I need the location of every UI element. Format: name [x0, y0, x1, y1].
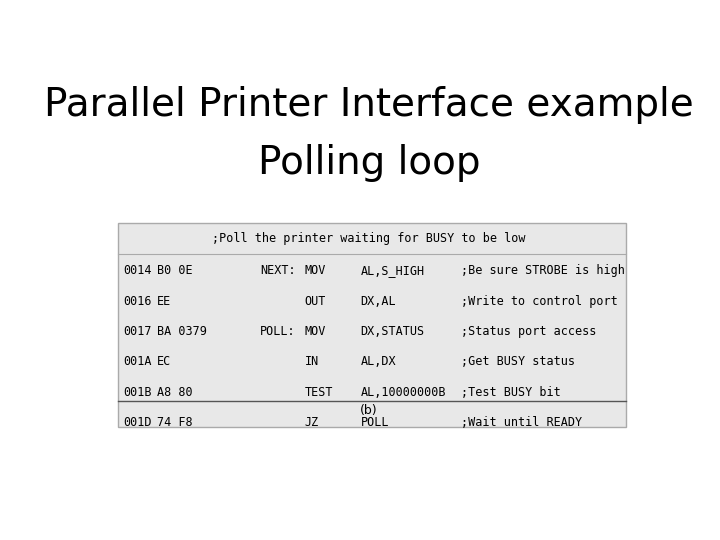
Text: MOV: MOV	[305, 265, 326, 278]
Text: ;Be sure STROBE is high: ;Be sure STROBE is high	[461, 265, 625, 278]
Text: BA 0379: BA 0379	[157, 325, 207, 338]
Text: ;Wait until READY: ;Wait until READY	[461, 416, 582, 429]
Text: POLL:: POLL:	[260, 325, 296, 338]
Text: 001A: 001A	[124, 355, 152, 368]
Text: 74 F8: 74 F8	[157, 416, 192, 429]
Text: AL,DX: AL,DX	[361, 355, 396, 368]
Text: B0 0E: B0 0E	[157, 265, 192, 278]
Text: Polling loop: Polling loop	[258, 144, 480, 182]
Text: A8 80: A8 80	[157, 386, 192, 399]
Text: OUT: OUT	[305, 295, 326, 308]
Text: NEXT:: NEXT:	[260, 265, 296, 278]
Text: TEST: TEST	[305, 386, 333, 399]
Text: AL,S_HIGH: AL,S_HIGH	[361, 265, 425, 278]
Text: 001D: 001D	[124, 416, 152, 429]
Text: ;Get BUSY status: ;Get BUSY status	[461, 355, 575, 368]
Text: MOV: MOV	[305, 325, 326, 338]
Text: EC: EC	[157, 355, 171, 368]
Text: AL,10000000B: AL,10000000B	[361, 386, 446, 399]
Text: 0017: 0017	[124, 325, 152, 338]
Text: DX,STATUS: DX,STATUS	[361, 325, 425, 338]
Text: DX,AL: DX,AL	[361, 295, 396, 308]
Text: EE: EE	[157, 295, 171, 308]
Text: 001B: 001B	[124, 386, 152, 399]
Text: ;Status port access: ;Status port access	[461, 325, 596, 338]
FancyBboxPatch shape	[118, 223, 626, 427]
Text: (b): (b)	[360, 404, 378, 417]
Text: 0014: 0014	[124, 265, 152, 278]
Text: ;Test BUSY bit: ;Test BUSY bit	[461, 386, 561, 399]
Text: Parallel Printer Interface example: Parallel Printer Interface example	[44, 85, 694, 124]
Text: JZ: JZ	[305, 416, 319, 429]
Text: ;Write to control port: ;Write to control port	[461, 295, 618, 308]
Text: 0016: 0016	[124, 295, 152, 308]
Text: ;Poll the printer waiting for BUSY to be low: ;Poll the printer waiting for BUSY to be…	[212, 232, 526, 245]
Text: IN: IN	[305, 355, 319, 368]
Text: POLL: POLL	[361, 416, 389, 429]
